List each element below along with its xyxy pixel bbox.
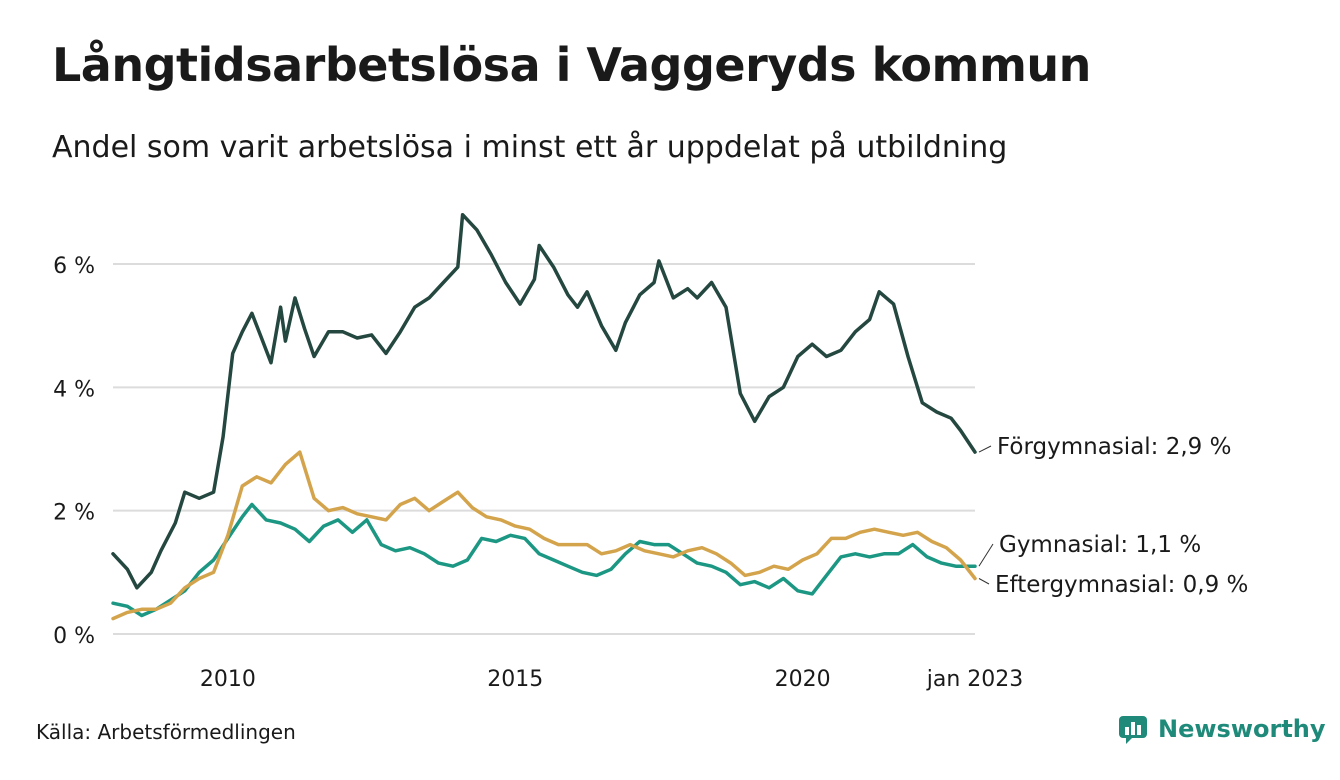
- series-line-eftergymnasial: [111, 450, 977, 621]
- page-subtitle: Andel som varit arbetslösa i minst ett å…: [52, 130, 1008, 165]
- x-tick-label: jan 2023: [926, 667, 1024, 692]
- series-label: Eftergymnasial: 0,9 %: [995, 572, 1248, 598]
- series-label: Förgymnasial: 2,9 %: [997, 434, 1231, 460]
- label-leader: [978, 543, 994, 567]
- label-leader: [978, 445, 992, 453]
- chart-bubble-icon: [1119, 716, 1147, 744]
- y-tick-label: 0 %: [53, 624, 95, 649]
- brand-name: Newsworthy: [1158, 715, 1326, 743]
- brand-logo[interactable]: Newsworthy: [1118, 714, 1326, 744]
- label-leader: [978, 578, 990, 585]
- page-title: Långtidsarbetslösa i Vaggeryds kommun: [52, 38, 1091, 92]
- y-tick-label: 6 %: [53, 254, 95, 279]
- series-line-förgymnasial: [111, 212, 977, 590]
- series-label: Gymnasial: 1,1 %: [999, 532, 1201, 558]
- x-tick-label: 2020: [775, 667, 831, 692]
- x-tick-label: 2010: [200, 667, 256, 692]
- y-tick-label: 4 %: [53, 377, 95, 402]
- y-tick-label: 2 %: [53, 501, 95, 526]
- source-note: Källa: Arbetsförmedlingen: [36, 720, 296, 744]
- series-line-gymnasial: [111, 502, 977, 618]
- x-tick-label: 2015: [487, 667, 543, 692]
